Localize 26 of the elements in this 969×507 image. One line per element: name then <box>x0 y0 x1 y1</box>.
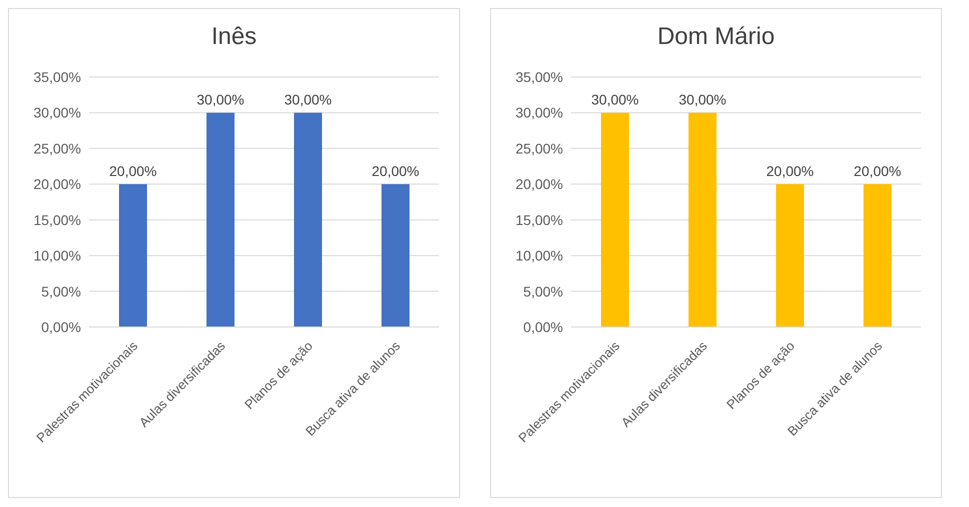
data-label: 20,00% <box>766 163 814 180</box>
y-tick-label: 20,00% <box>34 176 81 192</box>
y-tick-label: 25,00% <box>34 140 81 156</box>
y-tick-label: 15,00% <box>516 212 563 228</box>
data-label: 30,00% <box>678 92 726 108</box>
y-tick-label: 5,00% <box>523 283 563 300</box>
data-label: 30,00% <box>591 92 639 108</box>
y-tick-label: 5,00% <box>41 283 81 300</box>
y-tick-label: 35,00% <box>34 68 81 85</box>
y-tick-label: 30,00% <box>516 104 563 121</box>
data-label: 20,00% <box>109 163 157 180</box>
y-tick-label: 0,00% <box>41 318 81 335</box>
data-label: 30,00% <box>196 92 244 108</box>
data-label: 20,00% <box>372 163 420 180</box>
data-label: 30,00% <box>284 92 332 108</box>
chart-title: Dom Mário <box>656 22 776 52</box>
y-tick-label: 10,00% <box>34 248 81 264</box>
y-tick-label: 20,00% <box>516 176 563 192</box>
y-tick-label: 10,00% <box>516 248 563 264</box>
y-tick-label: 0,00% <box>523 318 563 335</box>
y-tick-label: 35,00% <box>516 68 563 85</box>
data-label: 20,00% <box>854 163 902 180</box>
y-tick-label: 15,00% <box>34 212 81 228</box>
y-tick-label: 25,00% <box>516 140 563 156</box>
chart-title: Inês <box>210 22 258 52</box>
y-tick-label: 30,00% <box>34 104 81 121</box>
